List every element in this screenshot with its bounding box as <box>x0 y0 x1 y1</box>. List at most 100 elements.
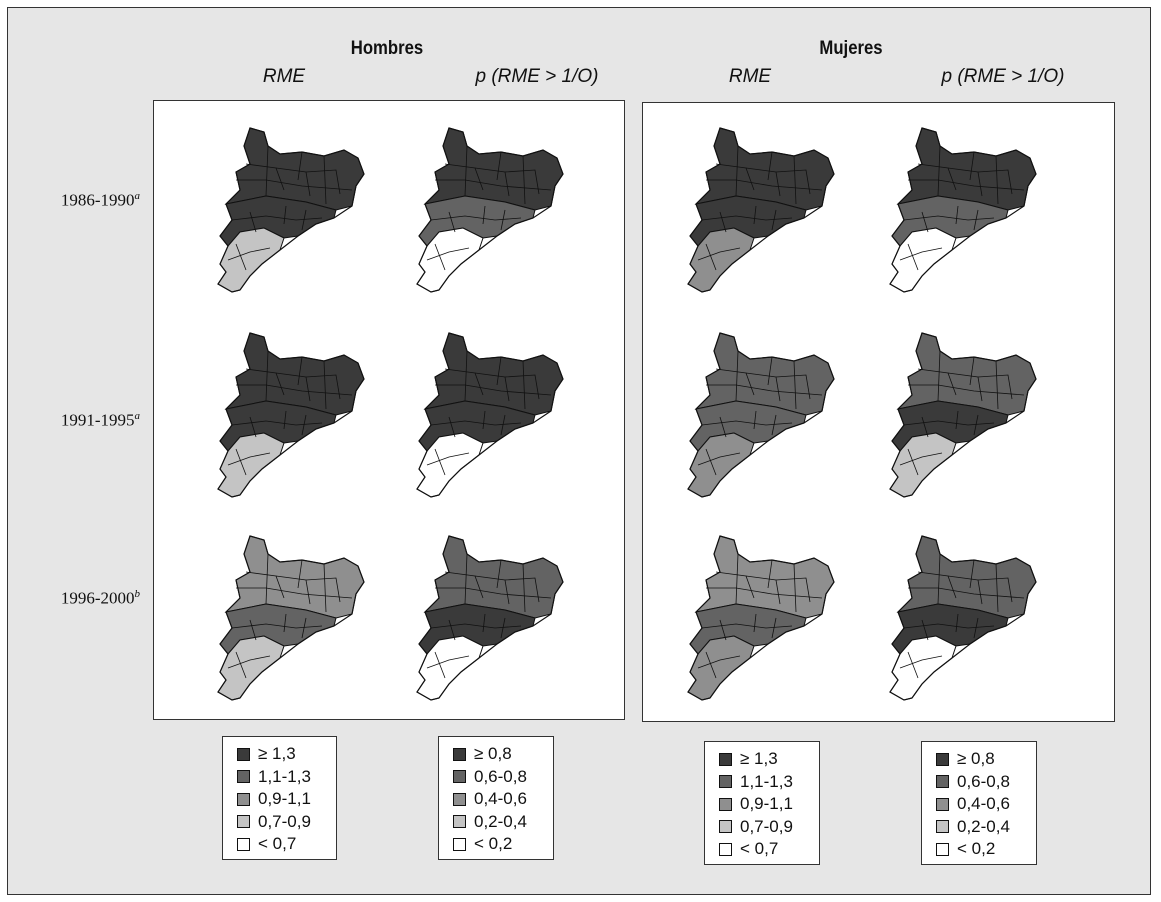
map-comarca-border <box>908 587 1025 599</box>
map-comarca-border <box>937 350 941 402</box>
row-label-3: 1996-2000b <box>60 588 140 608</box>
map-comarca-border <box>434 243 446 271</box>
map-comarca-border <box>907 448 919 476</box>
map-comarca-border <box>522 155 526 205</box>
group-title-hombres: Hombres <box>350 38 424 59</box>
map-region-north <box>694 127 835 211</box>
map-region-north <box>423 127 564 211</box>
legend-item: 0,7-0,9 <box>719 816 819 839</box>
map-comarca-border <box>496 356 502 386</box>
map-comarca-border <box>227 452 271 466</box>
map-mujeres-rme-1986-1990 <box>687 127 835 293</box>
map-comarca-border <box>706 587 823 599</box>
legend-label: 0,4-0,6 <box>474 789 527 809</box>
map-comarca-border <box>301 209 307 231</box>
legend-label: 0,4-0,6 <box>957 794 1010 814</box>
map-comarca-border <box>937 145 941 197</box>
legend-item: < 0,2 <box>936 838 1036 861</box>
map-comarca-border <box>735 350 739 402</box>
map-comarca-border <box>482 205 486 225</box>
legend-item: 0,6-0,8 <box>453 766 553 789</box>
map-comarca-border <box>899 655 943 669</box>
map-comarca-border <box>448 619 456 641</box>
map-comarca-border <box>430 623 522 629</box>
map-comarca-border <box>249 211 257 233</box>
legend-item: ≥ 1,3 <box>719 748 819 771</box>
map-mujeres-rme-1996-2000 <box>687 535 835 701</box>
map-comarca-border <box>767 151 773 181</box>
map-comarca-border <box>435 384 552 396</box>
legend-swatch <box>719 752 732 766</box>
map-comarca-border <box>973 414 979 436</box>
map-comarca-border <box>235 448 247 476</box>
map-comarca-border <box>426 655 470 669</box>
legend-item: < 0,2 <box>453 833 553 856</box>
map-comarca-border <box>236 179 353 191</box>
map-comarca-border <box>500 209 506 231</box>
map-comarca-border <box>504 374 540 400</box>
legend-swatch <box>237 747 250 761</box>
map-comarca-border <box>231 215 323 221</box>
map-comarca-border <box>706 384 823 396</box>
map-comarca-border <box>705 448 717 476</box>
legend-label: 0,2-0,4 <box>957 816 1010 836</box>
map-comarca-border <box>907 651 919 679</box>
legend-label: 0,6-0,8 <box>957 771 1010 791</box>
map-comarca-border <box>719 416 727 438</box>
legend-label: < 0,7 <box>740 839 779 859</box>
map-comarca-border <box>235 651 247 679</box>
map-comarca-border <box>899 247 943 261</box>
legend-swatch <box>936 842 949 856</box>
map-comarca-border <box>464 145 468 197</box>
map-comarca-border <box>283 613 287 633</box>
map-mujeres-rme-1991-1995 <box>687 332 835 498</box>
map-comarca-border <box>907 243 919 271</box>
map-comarca-border <box>323 563 327 613</box>
map-comarca-border <box>301 617 307 639</box>
map-comarca-border <box>435 587 552 599</box>
legend-label: < 0,2 <box>957 839 996 859</box>
legend-swatch <box>936 775 949 789</box>
map-comarca-border <box>969 151 975 181</box>
map-comarca-border <box>903 420 995 426</box>
map-comarca-border <box>323 360 327 410</box>
map-comarca-border <box>283 205 287 225</box>
legend-label: < 0,2 <box>474 834 513 854</box>
col-header-hombres-rme: RME <box>262 66 306 87</box>
legend-swatch <box>719 842 732 856</box>
map-comarca-border <box>995 155 999 205</box>
legend-label: 0,6-0,8 <box>474 766 527 786</box>
legend-swatch <box>237 770 250 784</box>
map-comarca-border <box>283 410 287 430</box>
map-comarca-border <box>753 205 757 225</box>
map-comarca-border <box>921 619 929 641</box>
map-comarca-border <box>793 155 797 205</box>
map-outline <box>687 535 835 701</box>
map-comarca-border <box>249 619 257 641</box>
legend-swatch <box>453 815 466 829</box>
legend-label: ≥ 0,8 <box>957 749 995 769</box>
map-comarca-border <box>297 559 303 589</box>
map-comarca-border <box>977 374 1013 400</box>
map-comarca-border <box>753 613 757 633</box>
map-outline <box>217 332 365 498</box>
map-comarca-border <box>305 577 341 603</box>
legend-label: 0,7-0,9 <box>258 811 311 831</box>
map-comarca-border <box>706 179 823 191</box>
map-comarca-border <box>977 169 1013 195</box>
map-outline <box>889 535 1037 701</box>
map-region-north <box>896 535 1037 619</box>
legend-item: 0,7-0,9 <box>237 811 336 834</box>
map-comarca-border <box>735 553 739 605</box>
map-comarca-border <box>701 623 793 629</box>
map-comarca-border <box>767 356 773 386</box>
map-comarca-border <box>249 416 257 438</box>
map-hombres-p-1996-2000 <box>416 535 564 701</box>
map-comarca-border <box>973 617 979 639</box>
map-outline <box>889 332 1037 498</box>
map-comarca-border <box>995 563 999 613</box>
map-comarca-border <box>937 553 941 605</box>
legend-swatch <box>936 820 949 834</box>
legend-label: 0,9-1,1 <box>740 794 793 814</box>
map-comarca-border <box>504 169 540 195</box>
